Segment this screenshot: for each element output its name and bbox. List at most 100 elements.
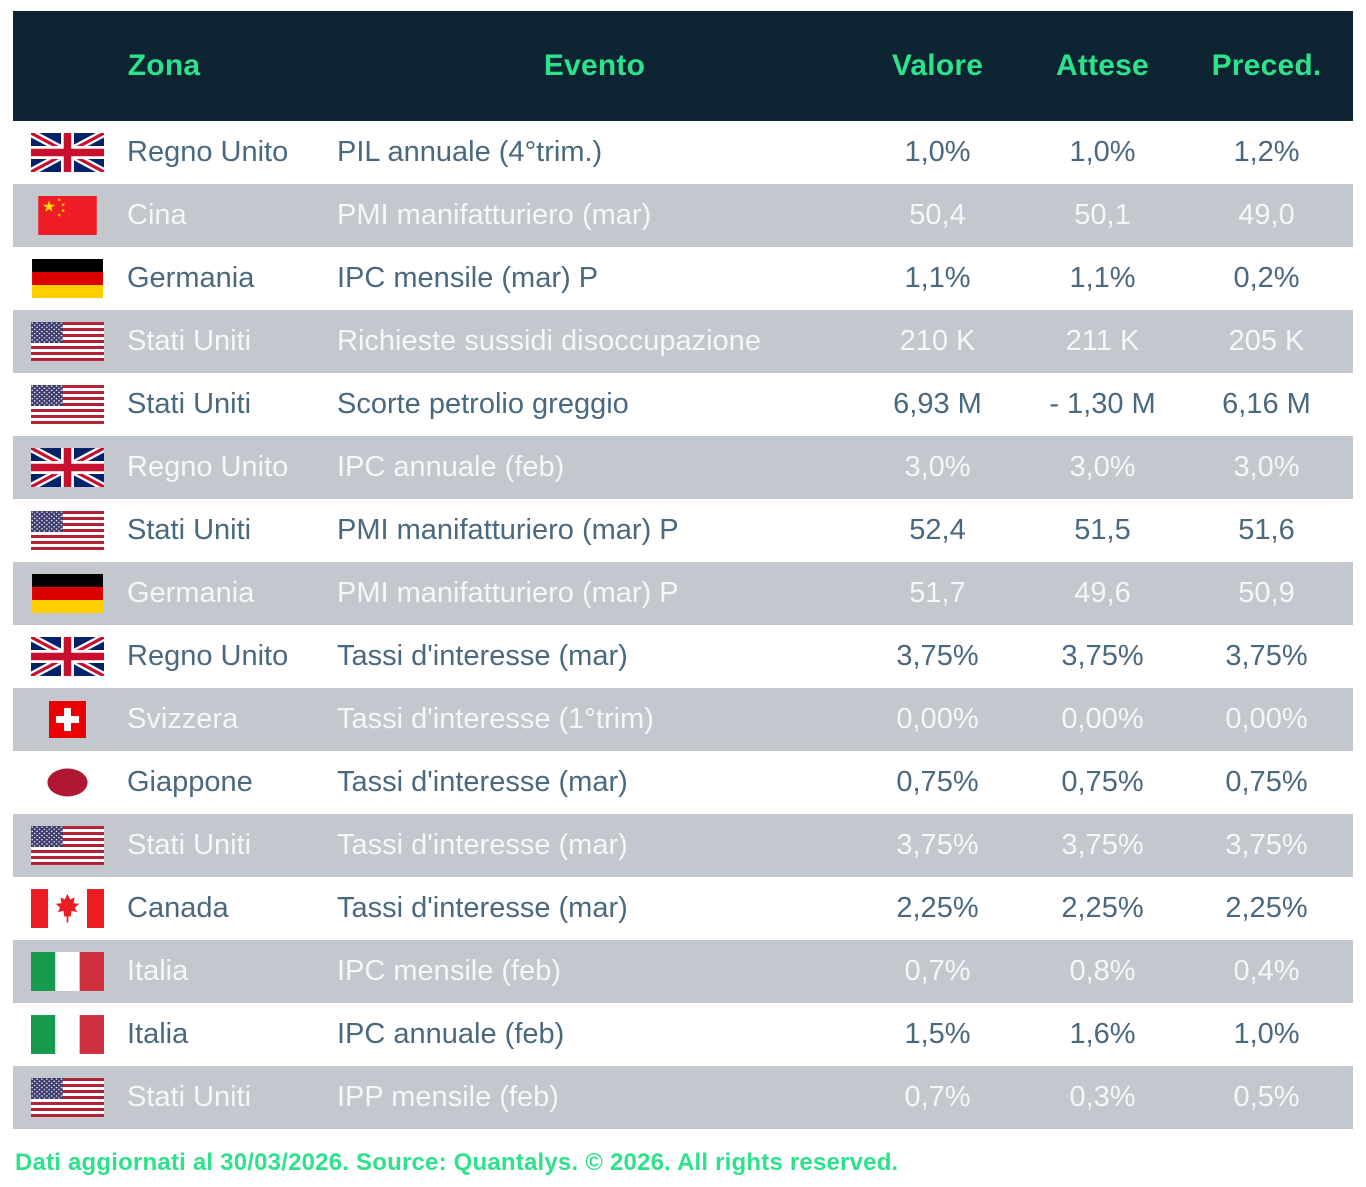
usa-flag-icon — [31, 385, 104, 424]
table-row: Regno Unito Tassi d'interesse (mar) 3,75… — [13, 625, 1353, 688]
expected-cell: - 1,30 M — [1049, 388, 1156, 420]
event-label: IPC mensile (mar) P — [337, 262, 599, 294]
flag-cell — [13, 940, 105, 1003]
expected-cell: 211 K — [1065, 325, 1140, 357]
value-cell: 0,7% — [904, 955, 971, 987]
event-label: Tassi d'interesse (mar) — [337, 640, 628, 672]
expected-cell: 0,3% — [1069, 1081, 1136, 1113]
value-cell: 2,25% — [896, 892, 979, 924]
flag-cell — [13, 436, 105, 499]
event-label: Richieste sussidi disoccupazione — [337, 325, 761, 357]
table-row: Stati Uniti Richieste sussidi disoccupaz… — [13, 310, 1353, 373]
previous-cell: 50,9 — [1238, 577, 1295, 609]
previous-cell: 0,2% — [1233, 262, 1300, 294]
flag-cell — [13, 247, 105, 310]
value-cell: 6,93 M — [893, 388, 982, 420]
event-label: IPC mensile (feb) — [337, 955, 562, 987]
previous-cell: 6,16 M — [1222, 388, 1311, 420]
event-label: PMI manifatturiero (mar) P — [337, 514, 679, 546]
previous-cell: 49,0 — [1238, 199, 1295, 231]
germany-flag-icon — [31, 574, 104, 613]
uk-flag-icon — [31, 133, 104, 172]
flag-cell — [13, 310, 105, 373]
flag-cell — [13, 751, 105, 814]
expected-cell: 3,75% — [1061, 640, 1144, 672]
zone-label: Stati Uniti — [127, 325, 252, 357]
previous-cell: 1,2% — [1233, 136, 1300, 168]
italy-flag-icon — [31, 952, 104, 991]
zone-label: Italia — [127, 1018, 189, 1050]
column-header-valore: Valore — [891, 49, 984, 82]
value-cell: 50,4 — [909, 199, 966, 231]
event-label: Tassi d'interesse (1°trim) — [337, 703, 654, 735]
germany-flag-icon — [31, 259, 104, 298]
expected-cell: 50,1 — [1074, 199, 1131, 231]
economic-calendar-table: Zona Evento Valore Attese Preced. Regno … — [13, 11, 1353, 1129]
expected-cell: 1,6% — [1069, 1018, 1136, 1050]
flag-cell — [13, 373, 105, 436]
expected-cell: 0,8% — [1069, 955, 1136, 987]
value-cell: 1,1% — [904, 262, 971, 294]
flag-cell — [13, 814, 105, 877]
table-row: Stati Uniti Tassi d'interesse (mar) 3,75… — [13, 814, 1353, 877]
expected-cell: 1,0% — [1069, 136, 1136, 168]
table-row: Italia IPC mensile (feb) 0,7% 0,8% 0,4% — [13, 940, 1353, 1003]
header-row: Zona Evento Valore Attese Preced. — [13, 11, 1353, 121]
table-row: Cina PMI manifatturiero (mar) 50,4 50,1 … — [13, 184, 1353, 247]
event-label: Scorte petrolio greggio — [337, 388, 629, 420]
switzerland-flag-icon — [31, 700, 104, 739]
flag-cell — [13, 499, 105, 562]
event-label: IPP mensile (feb) — [337, 1081, 559, 1113]
zone-label: Germania — [127, 577, 255, 609]
event-label: Tassi d'interesse (mar) — [337, 829, 628, 861]
event-label: PIL annuale (4°trim.) — [337, 136, 603, 168]
zone-label: Regno Unito — [127, 451, 289, 483]
flag-cell — [13, 877, 105, 940]
value-cell: 52,4 — [909, 514, 966, 546]
value-cell: 0,7% — [904, 1081, 971, 1113]
expected-cell: 3,75% — [1061, 829, 1144, 861]
value-cell: 3,75% — [896, 829, 979, 861]
footer-note: Dati aggiornati al 30/03/2026. Source: Q… — [15, 1149, 899, 1176]
table-row: Stati Uniti Scorte petrolio greggio 6,93… — [13, 373, 1353, 436]
previous-cell: 3,75% — [1225, 829, 1308, 861]
table-row: Stati Uniti PMI manifatturiero (mar) P 5… — [13, 499, 1353, 562]
event-label: IPC annuale (feb) — [337, 451, 565, 483]
expected-cell: 0,00% — [1061, 703, 1144, 735]
japan-flag-icon — [31, 763, 104, 802]
zone-label: Giappone — [127, 766, 253, 798]
italy-flag-icon — [31, 1015, 104, 1054]
value-cell: 51,7 — [909, 577, 966, 609]
column-header-evento: Evento — [543, 49, 646, 82]
previous-cell: 0,00% — [1225, 703, 1308, 735]
value-cell: 1,0% — [904, 136, 971, 168]
value-cell: 1,5% — [904, 1018, 971, 1050]
event-label: Tassi d'interesse (mar) — [337, 766, 628, 798]
table-header: Zona Evento Valore Attese Preced. — [13, 11, 1353, 121]
previous-cell: 2,25% — [1225, 892, 1308, 924]
column-header-preced: Preced. — [1211, 49, 1322, 82]
value-cell: 0,75% — [896, 766, 979, 798]
canada-flag-icon — [31, 889, 104, 928]
zone-label: Regno Unito — [127, 640, 289, 672]
usa-flag-icon — [31, 511, 104, 550]
flag-cell — [13, 184, 105, 247]
zone-label: Germania — [127, 262, 255, 294]
expected-cell: 51,5 — [1074, 514, 1131, 546]
table-row: Regno Unito IPC annuale (feb) 3,0% 3,0% … — [13, 436, 1353, 499]
column-header-zona: Zona — [127, 49, 201, 82]
zone-label: Cina — [127, 199, 187, 231]
previous-cell: 0,5% — [1233, 1081, 1300, 1113]
column-header-attese: Attese — [1056, 49, 1149, 82]
value-cell: 0,00% — [896, 703, 979, 735]
event-label: IPC annuale (feb) — [337, 1018, 565, 1050]
flag-cell — [13, 121, 105, 184]
previous-cell: 1,0% — [1233, 1018, 1300, 1050]
table-row: Canada Tassi d'interesse (mar) 2,25% 2,2… — [13, 877, 1353, 940]
value-cell: 3,75% — [896, 640, 979, 672]
flag-cell — [13, 1003, 105, 1066]
zone-label: Stati Uniti — [127, 514, 252, 546]
zone-label: Svizzera — [127, 703, 239, 735]
zone-label: Stati Uniti — [127, 1081, 252, 1113]
